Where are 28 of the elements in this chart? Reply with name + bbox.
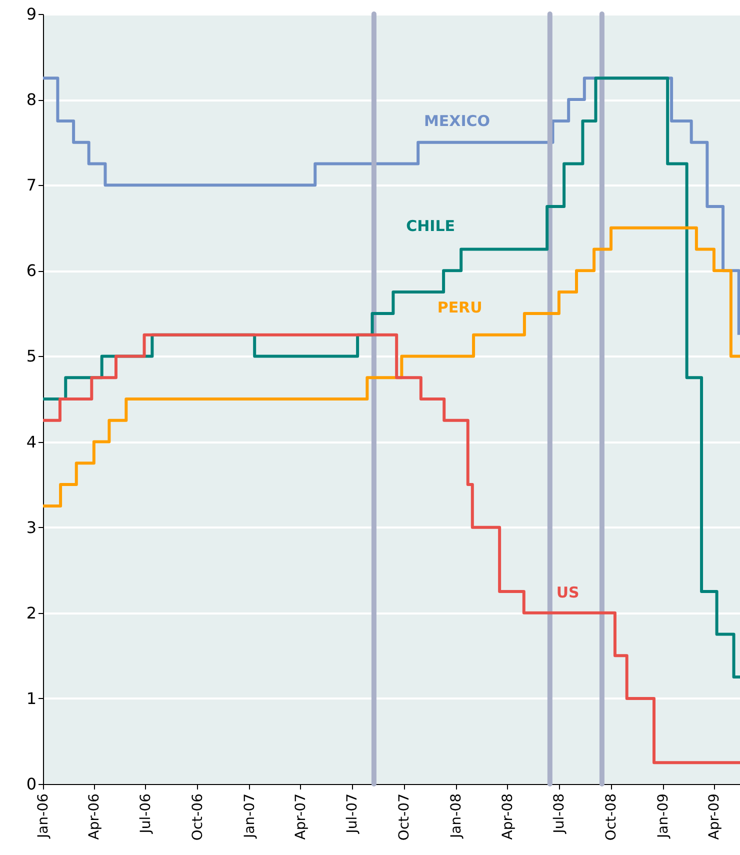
x-tick-label: Jul-08	[551, 794, 568, 834]
x-tick-label: Oct-08	[604, 794, 620, 841]
x-tick-label: Jan-06	[36, 793, 52, 839]
series-label: CHILE	[406, 216, 456, 235]
series-label: MEXICO	[424, 112, 490, 130]
y-tick-label: 5	[26, 346, 36, 366]
y-tick-label: 4	[26, 432, 36, 452]
x-tick-label: Jan-09	[656, 794, 672, 839]
y-tick-label: 8	[26, 90, 36, 110]
x-tick-label: Apr-07	[292, 794, 309, 840]
y-tick-label: 1	[26, 688, 36, 708]
y-tick-label: 9	[26, 4, 36, 24]
x-tick-label: Jan-07	[242, 794, 258, 839]
x-tick-label: Jul-07	[344, 794, 360, 834]
series-label: US	[556, 583, 580, 602]
x-tick-label: Oct-06	[190, 793, 206, 841]
y-tick-label: 0	[26, 774, 36, 794]
series-label: PERU	[437, 298, 482, 316]
y-tick-label: 6	[26, 261, 36, 280]
y-tick-label: 2	[26, 603, 36, 622]
y-tick-label: 7	[26, 176, 36, 195]
x-tick-label: Jan-08	[448, 794, 464, 839]
x-tick-label: Apr-06	[86, 793, 102, 840]
x-tick-label: Apr-08	[500, 794, 516, 840]
x-tick-label: Apr-09	[706, 794, 722, 840]
y-tick-label: 3	[26, 518, 36, 537]
x-tick-label: Oct-07	[396, 794, 412, 841]
x-tick-label: Jul-06	[138, 793, 154, 834]
